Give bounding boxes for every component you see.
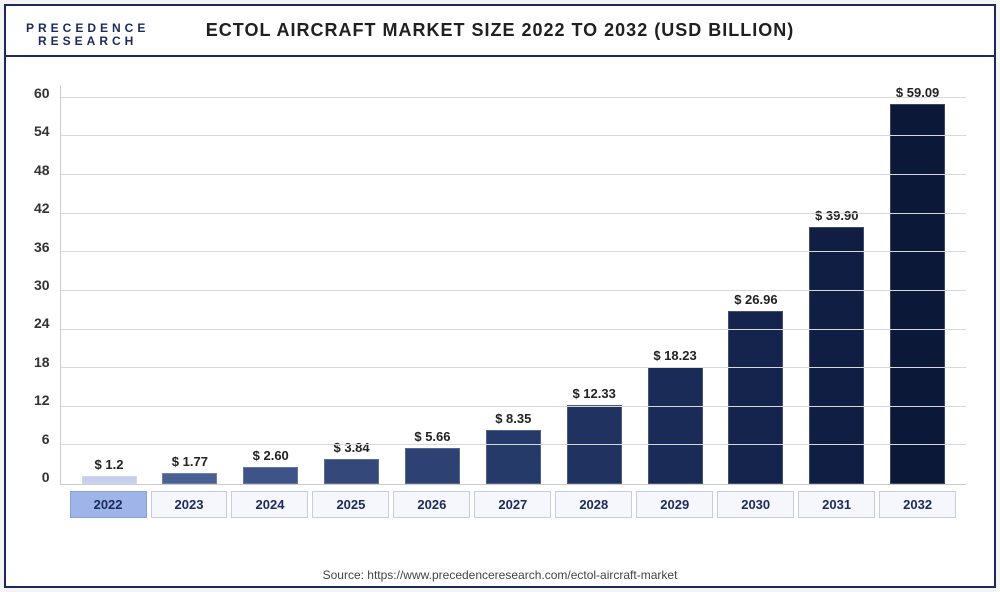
brand-line2: RESEARCH (26, 35, 149, 48)
bar-slot: $ 26.96 (715, 85, 796, 484)
bar (243, 467, 298, 484)
y-tick: 12 (34, 392, 50, 408)
x-tick: 2022 (70, 491, 147, 518)
bar (648, 367, 703, 484)
bar-slot: $ 1.2 (69, 85, 150, 484)
bar (405, 448, 460, 484)
x-tick: 2027 (474, 491, 551, 518)
bar-value-label: $ 18.23 (653, 348, 696, 363)
bar-value-label: $ 12.33 (572, 386, 615, 401)
bar-slot: $ 5.66 (392, 85, 473, 484)
bar (809, 227, 864, 484)
grid-line (61, 329, 966, 330)
bar (162, 473, 217, 484)
x-tick: 2031 (798, 491, 875, 518)
y-tick: 24 (34, 315, 50, 331)
bar-value-label: $ 8.35 (495, 411, 531, 426)
bar-slot: $ 1.77 (149, 85, 230, 484)
bar-slot: $ 18.23 (635, 85, 716, 484)
bar-slot: $ 59.09 (877, 85, 958, 484)
bar (728, 311, 783, 485)
y-tick: 42 (34, 200, 50, 216)
bar-slot: $ 2.60 (230, 85, 311, 484)
bar (890, 104, 945, 484)
bar-value-label: $ 1.2 (95, 457, 124, 472)
grid-line (61, 406, 966, 407)
bar-value-label: $ 3.84 (334, 440, 370, 455)
y-tick: 18 (34, 354, 50, 370)
bar-value-label: $ 2.60 (253, 448, 289, 463)
grid-line (61, 444, 966, 445)
grid-line (61, 213, 966, 214)
grid-line (61, 251, 966, 252)
bar-slot: $ 39.90 (796, 85, 877, 484)
y-tick: 48 (34, 162, 50, 178)
x-tick: 2024 (231, 491, 308, 518)
bar-slot: $ 3.84 (311, 85, 392, 484)
bar (324, 459, 379, 484)
plot: $ 1.2 $ 1.77 $ 2.60 $ 3.84 $ 5.66 $ 8.35 $ 12.… (60, 85, 966, 485)
x-tick: 2030 (717, 491, 794, 518)
title-bar: PRECEDENCE RESEARCH ECTOL AIRCRAFT MARKE… (6, 6, 994, 57)
x-tick: 2023 (151, 491, 228, 518)
x-axis: 2022202320242025202620272028202920302031… (60, 491, 966, 518)
brand-logo: PRECEDENCE RESEARCH (26, 22, 149, 48)
grid-line (61, 367, 966, 368)
chart-title: ECTOL AIRCRAFT MARKET SIZE 2022 TO 2032 … (16, 20, 984, 41)
bar-value-label: $ 5.66 (414, 429, 450, 444)
bar (82, 476, 137, 484)
y-tick: 0 (42, 469, 50, 485)
y-tick: 60 (34, 85, 50, 101)
y-tick: 30 (34, 277, 50, 293)
x-tick: 2028 (555, 491, 632, 518)
y-tick: 6 (42, 431, 50, 447)
bar-value-label: $ 39.90 (815, 208, 858, 223)
bars-container: $ 1.2 $ 1.77 $ 2.60 $ 3.84 $ 5.66 $ 8.35 $ 12.… (61, 85, 966, 484)
grid-line (61, 290, 966, 291)
source-text: Source: https://www.precedenceresearch.c… (6, 562, 994, 586)
grid-line (61, 174, 966, 175)
chart-area: 60544842363024181260 $ 1.2$ 1.77$ 2.60$ … (6, 57, 994, 562)
y-axis: 60544842363024181260 (34, 85, 60, 485)
plot-wrap: $ 1.2 $ 1.77 $ 2.60 $ 3.84 $ 5.66 $ 8.35 $ 12.… (60, 85, 966, 554)
bar (486, 430, 541, 484)
grid-line (61, 97, 966, 98)
bar-value-label: $ 26.96 (734, 292, 777, 307)
y-tick: 36 (34, 239, 50, 255)
bar-slot: $ 12.33 (554, 85, 635, 484)
x-tick: 2032 (879, 491, 956, 518)
grid-line (61, 135, 966, 136)
x-tick: 2025 (312, 491, 389, 518)
bar-value-label: $ 1.77 (172, 454, 208, 469)
x-tick: 2029 (636, 491, 713, 518)
chart-frame: PRECEDENCE RESEARCH ECTOL AIRCRAFT MARKE… (4, 4, 996, 588)
bar-slot: $ 8.35 (473, 85, 554, 484)
y-tick: 54 (34, 123, 50, 139)
x-tick: 2026 (393, 491, 470, 518)
